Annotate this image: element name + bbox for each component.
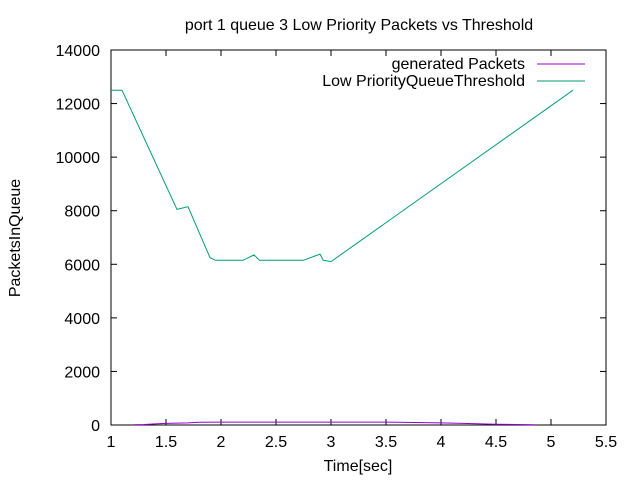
x-tick-label: 4.5 — [485, 434, 507, 451]
series-line-2 — [111, 89, 574, 263]
x-tick-label: 3.5 — [375, 434, 397, 451]
y-tick-label: 14000 — [56, 43, 101, 60]
legend-label-2: Low PriorityQueueThreshold — [322, 73, 525, 90]
y-tick-label: 12000 — [56, 97, 101, 114]
y-tick-label: 4000 — [64, 311, 100, 328]
y-tick-label: 8000 — [64, 204, 100, 221]
y-axis-ticks: 0 2000 4000 6000 8000 10000 12000 14000 — [56, 43, 606, 435]
plot-border — [110, 49, 607, 426]
x-tick-label: 1.5 — [155, 434, 177, 451]
x-axis-ticks: 1 1.5 2 2.5 3 3.5 4 4.5 5 5.5 — [107, 50, 617, 451]
series-line-1 — [132, 421, 535, 426]
plot-frame — [110, 49, 607, 426]
y-tick-label: 6000 — [64, 257, 100, 274]
x-tick-label: 2.5 — [265, 434, 287, 451]
x-tick-label: 5.5 — [595, 434, 617, 451]
y-tick-label: 2000 — [64, 364, 100, 381]
y-tick-label: 10000 — [56, 150, 101, 167]
x-tick-label: 2 — [217, 434, 226, 451]
series-lines — [111, 89, 574, 426]
x-tick-label: 4 — [437, 434, 446, 451]
y-axis-label: PacketsInQueue — [7, 179, 24, 297]
x-axis-label: Time[sec] — [324, 458, 393, 475]
y-tick-label: 0 — [91, 418, 100, 435]
chart-title: port 1 queue 3 Low Priority Packets vs T… — [185, 17, 533, 34]
x-tick-label: 3 — [327, 434, 336, 451]
legend-label-1: generated Packets — [392, 56, 525, 73]
x-tick-label: 5 — [547, 434, 556, 451]
x-tick-label: 1 — [107, 434, 116, 451]
